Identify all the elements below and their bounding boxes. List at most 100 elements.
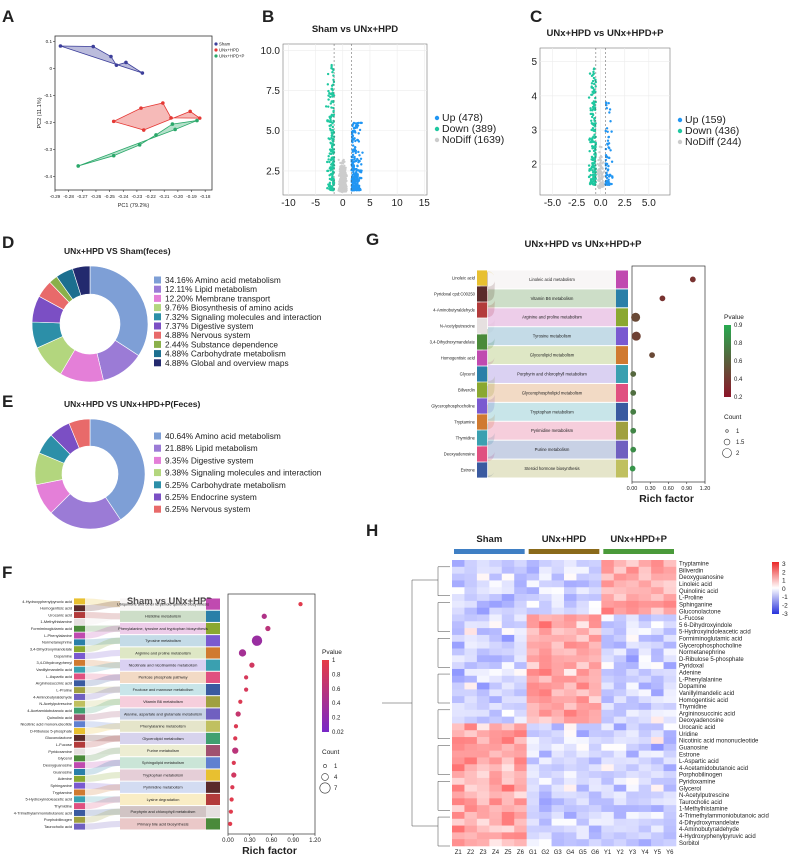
pathway-label: Purine metabolism [535,447,570,452]
heatmap-cell [663,709,677,717]
heatmap-cell [539,839,552,847]
heatmap-cell [501,832,515,840]
down-point [332,166,335,170]
y-tick-label: -0.1 [44,93,52,98]
legend-label: 6.25% Nervous system [165,504,250,514]
metabolite-block [477,382,487,398]
row-label: 4-Dihydroxymandelate [679,820,740,826]
down-point [330,106,333,109]
x-axis-label: PC1 (79.2%) [118,203,150,209]
heatmap-cell [501,560,515,568]
up-point [357,169,360,172]
metabolite-block [477,334,487,350]
legend-swatch [154,444,161,452]
down-point [594,85,597,88]
heatmap-cell [464,675,478,683]
up-point [359,157,363,160]
pathway-block [206,757,220,769]
heatmap-cell [501,621,515,629]
sankey-flow [84,808,121,823]
heatmap-cell [588,634,602,643]
heatmap-cell [626,689,639,697]
heatmap-cell [613,791,627,799]
row-label: Sorbitol [679,841,699,847]
nodiff-point [343,186,346,190]
down-point [591,136,594,139]
down-point [587,164,591,167]
heatmap-cell [539,607,552,615]
heatmap-cell [613,723,627,731]
pathway-block [616,327,628,346]
up-point [351,149,354,152]
heatmap-cell [476,655,490,663]
heatmap-cell [452,621,465,629]
metabolite-block [74,639,85,646]
enrichment-dot [265,625,271,632]
nodiff-point [340,185,343,188]
heatmap-cell [564,798,577,806]
down-point [330,188,333,192]
x-tick-label: 5.0 [642,198,656,209]
heatmap-cell [564,791,577,799]
pvalue-tick-label: 1 [332,658,336,664]
sankey-flow [479,310,496,334]
nodiff-point [338,180,341,183]
heatmap-cell [452,662,465,670]
heatmap-cell [638,743,652,751]
heatmap-cell [651,716,664,724]
heatmap-cell [476,716,490,724]
enrichment-dot [630,446,637,453]
metabolite-label: Pyridoxamine [48,749,72,754]
row-dendrogram [437,566,450,596]
up-point [358,159,361,163]
row-label: D-Ribulose 5-phosphate [679,657,744,663]
heatmap-cell [476,737,490,745]
up-point [608,111,611,114]
heatmap-cell [526,560,540,568]
sankey-flow [84,723,121,735]
row-label: L-Fucose [679,616,705,622]
heatmap-cell [626,621,639,629]
heatmap-cell [476,818,490,826]
donut-chart-d: UNx+HPD VS Sham(feces)34.16% Amino acid … [31,246,322,383]
metabolite-label: Taurocholic acid [44,824,72,829]
heatmap-cell [551,621,565,629]
up-point [352,171,355,174]
heatmap-cell [476,594,490,602]
heatmap-cell [638,648,652,656]
down-point [594,154,597,158]
legend-marker [677,117,683,123]
heatmap-cell [613,655,627,663]
heatmap-cell [564,621,577,629]
heatmap-cell [588,662,602,670]
panel-letter-d: D [2,233,14,252]
heatmap-cell [564,743,577,751]
heatmap-cell [588,743,602,751]
heatmap-cell [526,832,540,840]
heatmap-cell [663,805,677,813]
sankey-flow [84,659,121,669]
heatmap-cell [539,634,552,643]
heatmap-cell [539,573,552,581]
heatmap-cell [551,716,565,724]
heatmap-cell [651,648,664,656]
heatmap-cell [539,648,552,656]
pathway-label: Linoleic acid metabolism [529,277,575,282]
heatmap-cell [501,594,515,602]
heatmap-cell [539,791,552,799]
heatmap-cell [526,839,540,847]
heatmap-cell [476,587,490,595]
down-point [329,117,332,120]
up-point [607,164,610,168]
row-label: Estrone [679,752,700,758]
heatmap-cell [613,784,627,792]
enrichment-dot [232,747,239,754]
legend-label: 6.25% Endocrine system [165,492,257,502]
heatmap-cell [601,818,615,826]
up-point [604,162,607,165]
nodiff-point [598,145,601,148]
heatmap-cell [576,689,590,697]
heatmap-cell [651,566,664,574]
heatmap-cell [452,743,465,751]
